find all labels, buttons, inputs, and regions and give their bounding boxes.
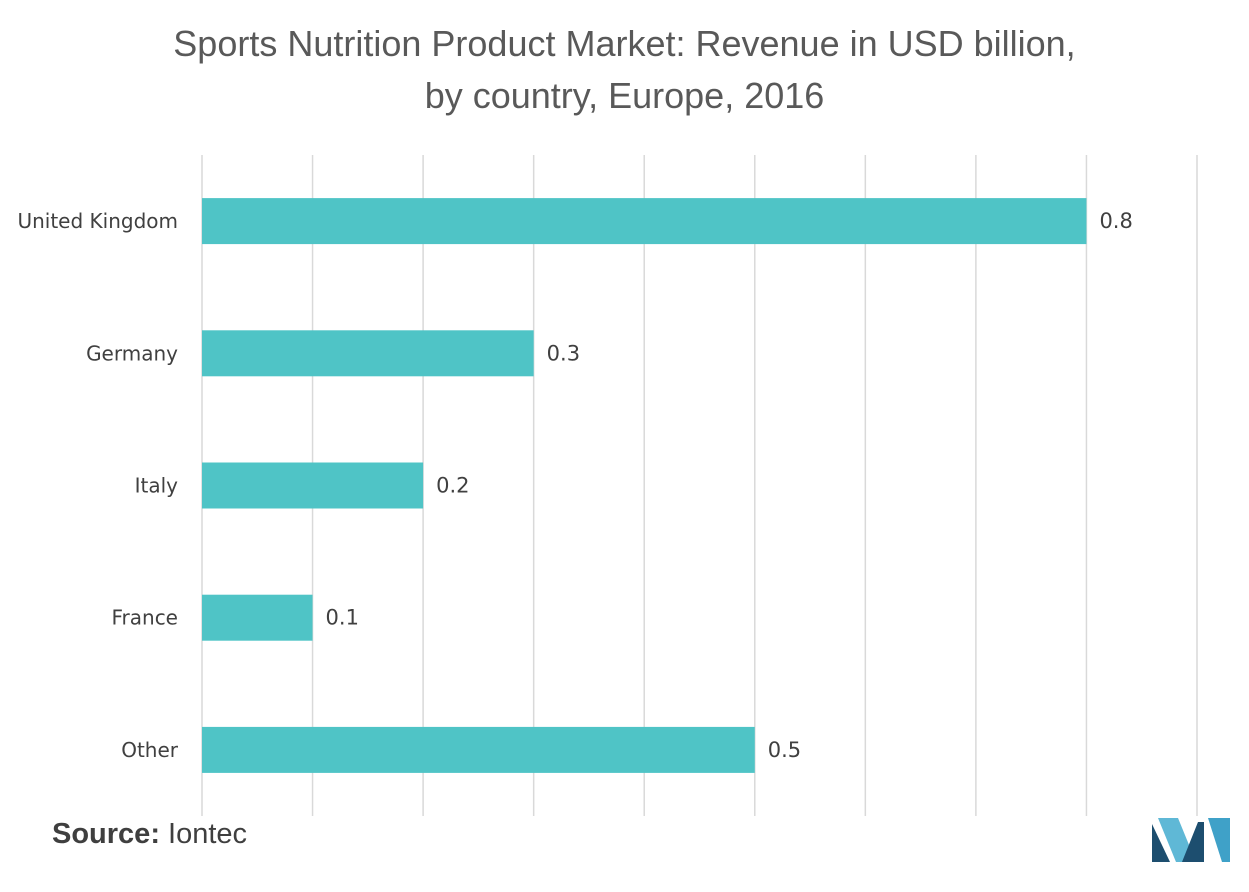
data-label: 0.5 — [768, 738, 801, 762]
category-label: Italy — [135, 474, 179, 498]
source-text: Iontec — [168, 818, 248, 850]
bar-germany — [202, 330, 534, 377]
category-label: Germany — [86, 341, 178, 365]
bar-united-kingdom — [202, 198, 1087, 245]
bar-france — [202, 594, 313, 641]
mordor-intelligence-logo-icon — [1152, 818, 1230, 862]
bar-other — [202, 726, 755, 773]
logo-shape-left — [1152, 824, 1170, 862]
source-label: Source: — [52, 818, 160, 850]
bars — [202, 198, 1087, 773]
data-label: 0.8 — [1099, 209, 1132, 233]
category-label: United Kingdom — [17, 209, 178, 233]
chart-title-line-2: by country, Europe, 2016 — [424, 75, 825, 116]
chart-title: Sports Nutrition Product Market: Revenue… — [0, 18, 1249, 122]
logo-shape-mid-2 — [1182, 822, 1204, 862]
category-label: France — [111, 606, 178, 630]
chart-title-line-1: Sports Nutrition Product Market: Revenue… — [173, 23, 1076, 64]
data-label: 0.1 — [326, 606, 359, 630]
category-label: Other — [121, 738, 179, 762]
logo-shape-right — [1208, 818, 1230, 862]
data-label: 0.3 — [547, 341, 580, 365]
data-label: 0.2 — [436, 474, 469, 498]
source-note: Source: Iontec — [52, 818, 247, 851]
labels: United Kingdom 0.8 Germany 0.3 Italy 0.2 Franc… — [17, 209, 1132, 762]
bar-italy — [202, 462, 424, 509]
